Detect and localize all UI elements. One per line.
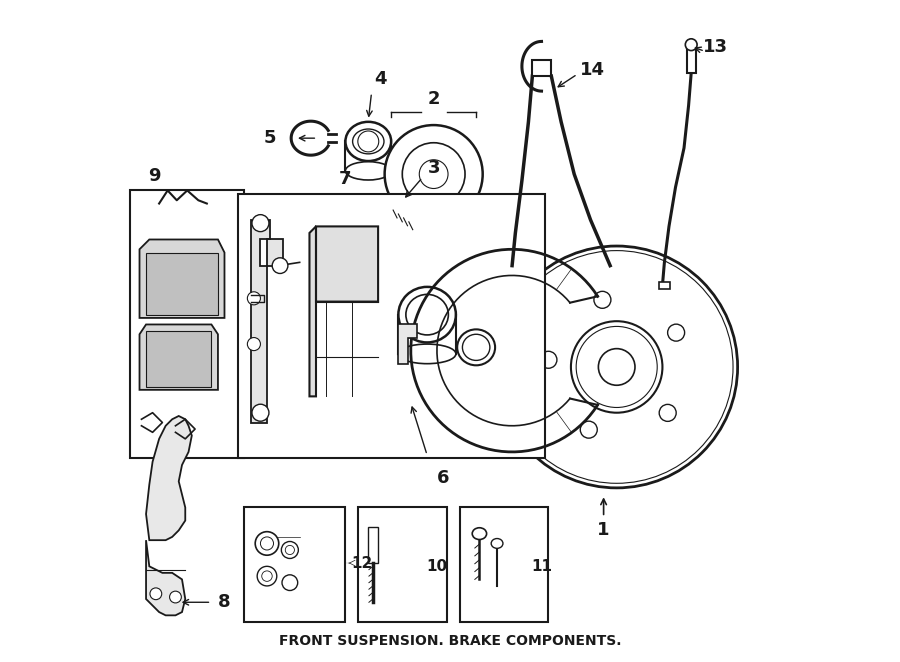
Circle shape xyxy=(668,324,685,341)
Ellipse shape xyxy=(472,528,487,540)
Bar xyxy=(687,46,696,73)
Ellipse shape xyxy=(457,330,495,365)
Polygon shape xyxy=(146,253,218,314)
Bar xyxy=(460,508,548,622)
Circle shape xyxy=(576,326,657,408)
Polygon shape xyxy=(146,540,185,616)
Circle shape xyxy=(384,125,482,223)
Circle shape xyxy=(252,214,269,232)
Text: 14: 14 xyxy=(580,60,605,79)
Ellipse shape xyxy=(406,295,448,335)
Ellipse shape xyxy=(399,344,456,363)
Circle shape xyxy=(285,545,294,555)
Text: 6: 6 xyxy=(437,469,450,487)
Circle shape xyxy=(402,143,465,205)
Circle shape xyxy=(594,291,611,308)
Circle shape xyxy=(282,575,298,591)
Polygon shape xyxy=(146,416,192,540)
Text: 1: 1 xyxy=(598,522,610,540)
Circle shape xyxy=(252,404,269,421)
Bar xyxy=(238,194,544,459)
Ellipse shape xyxy=(353,129,384,154)
Text: 7: 7 xyxy=(339,170,352,189)
Text: 3: 3 xyxy=(428,159,441,177)
Circle shape xyxy=(540,352,557,368)
Circle shape xyxy=(272,258,288,273)
Bar xyxy=(659,282,670,289)
Circle shape xyxy=(257,566,277,586)
Circle shape xyxy=(358,131,379,152)
Ellipse shape xyxy=(346,122,392,161)
Text: 11: 11 xyxy=(531,559,552,574)
Bar xyxy=(244,508,346,622)
Circle shape xyxy=(685,39,698,50)
Text: 10: 10 xyxy=(427,559,447,574)
Text: 13: 13 xyxy=(703,38,728,56)
Text: 12: 12 xyxy=(351,555,373,571)
Ellipse shape xyxy=(392,197,410,213)
Bar xyxy=(532,60,552,76)
Bar xyxy=(130,191,244,459)
Polygon shape xyxy=(250,220,284,422)
Text: 4: 4 xyxy=(374,70,386,88)
Text: 2: 2 xyxy=(428,90,440,108)
Circle shape xyxy=(256,532,279,555)
Polygon shape xyxy=(146,331,212,387)
Circle shape xyxy=(169,591,181,603)
Circle shape xyxy=(571,321,662,412)
Polygon shape xyxy=(140,324,218,390)
Text: FRONT SUSPENSION. BRAKE COMPONENTS.: FRONT SUSPENSION. BRAKE COMPONENTS. xyxy=(279,634,621,649)
Bar xyxy=(368,527,378,563)
Circle shape xyxy=(282,542,298,559)
Circle shape xyxy=(500,251,733,483)
Circle shape xyxy=(248,338,260,351)
Text: 9: 9 xyxy=(148,167,161,185)
Polygon shape xyxy=(310,226,378,397)
Circle shape xyxy=(580,421,598,438)
Ellipse shape xyxy=(491,539,503,548)
Polygon shape xyxy=(398,324,418,363)
Text: 5: 5 xyxy=(264,129,275,147)
Circle shape xyxy=(496,246,738,488)
Ellipse shape xyxy=(463,334,490,360)
Ellipse shape xyxy=(399,287,456,342)
Polygon shape xyxy=(140,240,224,318)
Circle shape xyxy=(260,537,274,550)
Circle shape xyxy=(659,404,676,422)
Circle shape xyxy=(419,160,448,189)
Circle shape xyxy=(248,292,260,305)
Circle shape xyxy=(262,571,272,581)
Text: 8: 8 xyxy=(218,593,230,611)
Ellipse shape xyxy=(346,162,392,180)
Bar xyxy=(358,508,446,622)
Circle shape xyxy=(150,588,162,600)
Circle shape xyxy=(598,349,635,385)
